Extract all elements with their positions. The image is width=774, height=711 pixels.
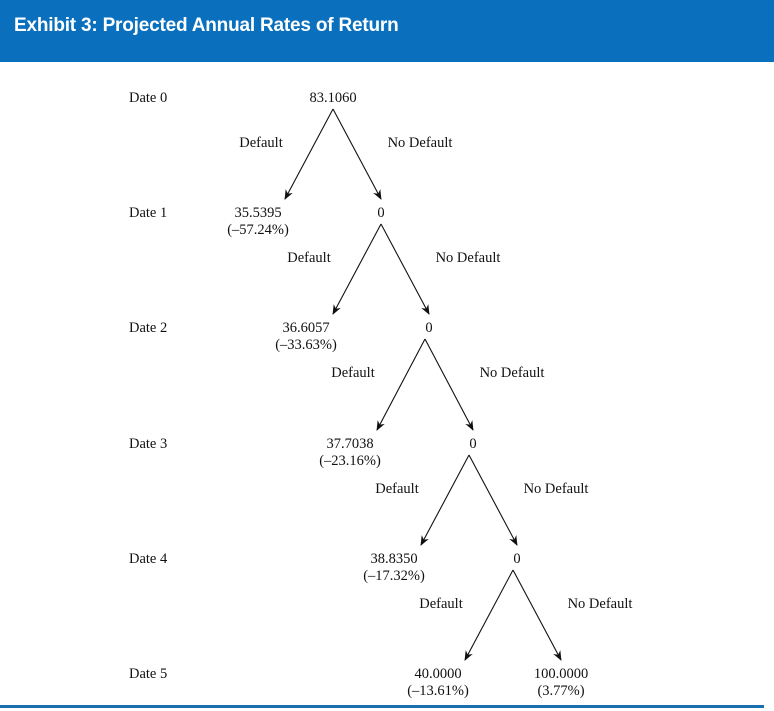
root-node-value: 83.1060	[309, 90, 356, 106]
default-branch-label: Default	[375, 481, 418, 497]
exhibit-header: Exhibit 3: Projected Annual Rates of Ret…	[0, 0, 774, 62]
default-branch-arrow	[332, 223, 382, 315]
default-node-value: 36.6057	[282, 320, 329, 336]
no-default-branch-arrow	[468, 454, 518, 546]
no-default-branch-arrow	[424, 338, 474, 431]
default-node-return: (–13.61%)	[407, 683, 469, 699]
default-node-return: (–23.16%)	[319, 453, 381, 469]
no-default-branch-label: No Default	[568, 596, 633, 612]
no-default-node-value: 0	[469, 436, 476, 452]
date-label: Date 0	[129, 90, 167, 106]
default-branch-label: Default	[287, 250, 330, 266]
no-default-branch-arrow	[512, 569, 562, 661]
default-node-value: 40.0000	[414, 666, 461, 682]
default-branch-label: Default	[331, 365, 374, 381]
date-label: Date 2	[129, 320, 167, 336]
default-branch-arrow	[376, 338, 426, 431]
default-node-return: (–33.63%)	[275, 337, 337, 353]
default-node-return: (–17.32%)	[363, 568, 425, 584]
no-default-branch-label: No Default	[436, 250, 501, 266]
default-branch-label: Default	[419, 596, 462, 612]
default-branch-label: Default	[239, 135, 282, 151]
default-branch-arrow	[284, 108, 334, 200]
default-branch-arrow	[420, 454, 470, 546]
no-default-branch-label: No Default	[480, 365, 545, 381]
no-default-node-value: 100.0000	[534, 666, 588, 682]
no-default-node-return: (3.77%)	[537, 683, 584, 699]
no-default-node-value: 0	[377, 205, 384, 221]
date-label: Date 4	[129, 551, 168, 567]
no-default-branch-label: No Default	[524, 481, 589, 497]
no-default-branch-arrow	[332, 108, 382, 200]
default-node-value: 37.7038	[326, 436, 373, 452]
date-label: Date 3	[129, 436, 167, 452]
bottom-rule	[0, 705, 764, 708]
date-label: Date 1	[129, 205, 167, 221]
no-default-branch-label: No Default	[388, 135, 453, 151]
default-node-return: (–57.24%)	[227, 222, 289, 238]
date-label: Date 5	[129, 666, 167, 682]
no-default-node-value: 0	[513, 551, 520, 567]
no-default-node-value: 0	[425, 320, 432, 336]
no-default-branch-arrow	[380, 223, 430, 315]
default-branch-arrow	[464, 569, 514, 661]
default-node-value: 35.5395	[234, 205, 281, 221]
default-node-value: 38.8350	[370, 551, 417, 567]
exhibit-title: Exhibit 3: Projected Annual Rates of Ret…	[14, 15, 399, 36]
